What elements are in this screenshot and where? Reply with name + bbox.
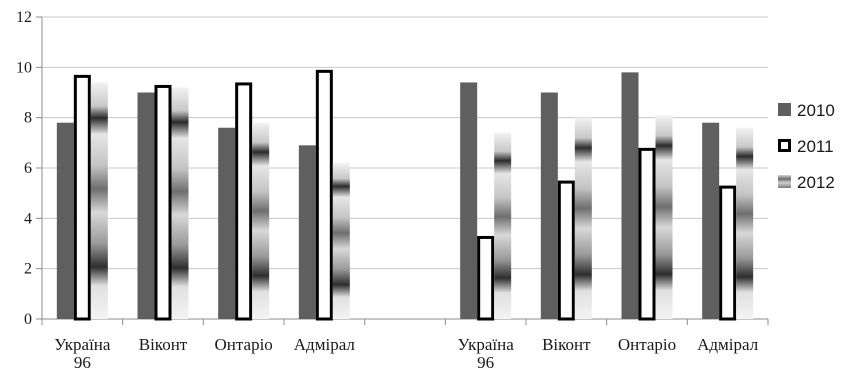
bar-2012 xyxy=(736,127,754,319)
bar-2012 xyxy=(90,82,108,319)
category-label: Адмірал xyxy=(697,335,759,354)
legend-swatch-2012 xyxy=(778,175,791,188)
legend-label: 2011 xyxy=(797,137,834,156)
category-label: Адмірал xyxy=(294,335,356,354)
y-tick-label: 8 xyxy=(24,110,32,127)
bar-2011 xyxy=(315,69,333,321)
y-tick-label: 4 xyxy=(24,210,32,227)
category-label: Віконт xyxy=(139,335,188,354)
category-label: Онтаріо xyxy=(618,335,676,354)
bar-2012 xyxy=(494,132,512,319)
bar-2010 xyxy=(298,145,316,319)
y-tick-label: 12 xyxy=(16,9,32,26)
legend-swatch-2011 xyxy=(778,139,791,152)
bar-2012 xyxy=(252,122,270,319)
legend-label: 2012 xyxy=(797,173,835,192)
bar-2012 xyxy=(332,162,350,319)
legend-swatch-2010 xyxy=(778,103,791,116)
bar-2010 xyxy=(137,92,155,319)
bar-2011 xyxy=(477,235,495,321)
y-tick-label: 10 xyxy=(16,59,32,76)
y-tick-label: 0 xyxy=(24,311,32,328)
bar-2012 xyxy=(655,115,673,320)
bar-2010 xyxy=(56,122,74,319)
y-tick-label: 6 xyxy=(24,160,32,177)
bars xyxy=(56,69,754,321)
bar-2011 xyxy=(73,74,91,321)
bar-2010 xyxy=(218,127,236,319)
bar-2011 xyxy=(719,185,737,321)
category-label: 96 xyxy=(74,353,91,372)
bar-2011 xyxy=(235,82,253,321)
bar-2011 xyxy=(638,147,656,321)
bar-2010 xyxy=(540,92,558,319)
category-label: Україна xyxy=(54,335,111,354)
bar-2010 xyxy=(702,122,720,319)
bar-2011 xyxy=(557,180,575,321)
bar-2010 xyxy=(460,82,478,319)
legend-label: 2010 xyxy=(797,101,835,120)
category-label: Україна xyxy=(458,335,515,354)
category-label: Віконт xyxy=(542,335,591,354)
bar-2010 xyxy=(621,72,639,319)
y-tick-label: 2 xyxy=(24,261,32,278)
category-label: Онтаріо xyxy=(215,335,273,354)
bar-2012 xyxy=(574,117,592,320)
bar-2011 xyxy=(154,84,172,321)
category-label: 96 xyxy=(477,353,494,372)
bar-2012 xyxy=(171,87,189,319)
legend: 2010 2011 2012 xyxy=(778,101,835,192)
